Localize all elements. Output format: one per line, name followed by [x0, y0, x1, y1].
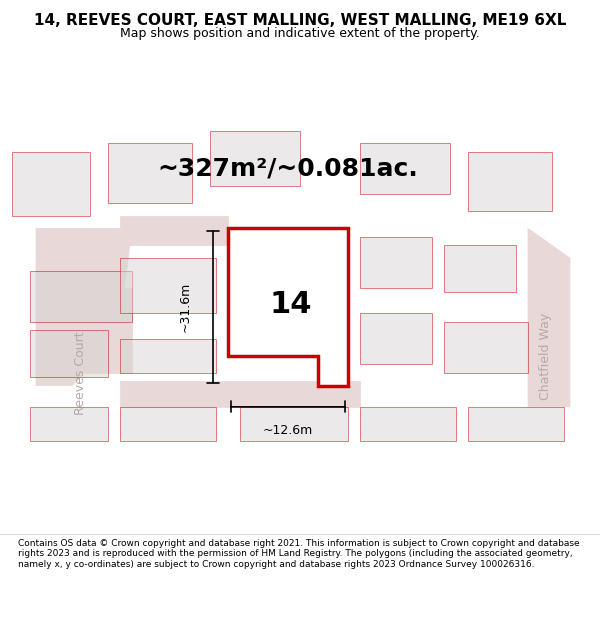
Polygon shape: [360, 313, 432, 364]
Polygon shape: [468, 152, 552, 211]
Polygon shape: [120, 407, 216, 441]
Polygon shape: [210, 131, 300, 186]
Text: Contains OS data © Crown copyright and database right 2021. This information is : Contains OS data © Crown copyright and d…: [18, 539, 580, 569]
Polygon shape: [120, 339, 216, 373]
Polygon shape: [240, 407, 348, 441]
Polygon shape: [360, 143, 450, 194]
Polygon shape: [30, 407, 108, 441]
Polygon shape: [360, 237, 432, 288]
Text: Map shows position and indicative extent of the property.: Map shows position and indicative extent…: [120, 27, 480, 40]
Text: ~327m²/~0.081ac.: ~327m²/~0.081ac.: [158, 157, 418, 181]
Polygon shape: [120, 258, 216, 313]
Polygon shape: [12, 152, 90, 216]
Polygon shape: [84, 288, 132, 373]
Polygon shape: [30, 331, 108, 377]
Polygon shape: [228, 228, 348, 386]
Polygon shape: [360, 407, 456, 441]
Polygon shape: [120, 381, 228, 407]
Text: 14: 14: [269, 291, 311, 319]
Polygon shape: [444, 246, 516, 292]
Text: ~31.6m: ~31.6m: [179, 282, 192, 332]
Polygon shape: [228, 381, 360, 407]
Polygon shape: [36, 228, 132, 386]
Polygon shape: [444, 322, 528, 373]
Text: ~12.6m: ~12.6m: [263, 424, 313, 437]
Polygon shape: [528, 228, 570, 407]
Polygon shape: [30, 271, 132, 322]
Polygon shape: [468, 407, 564, 441]
Text: Reeves Court: Reeves Court: [74, 331, 88, 415]
Polygon shape: [120, 216, 228, 246]
Text: Chatfield Way: Chatfield Way: [539, 312, 553, 399]
Polygon shape: [108, 143, 192, 203]
Text: 14, REEVES COURT, EAST MALLING, WEST MALLING, ME19 6XL: 14, REEVES COURT, EAST MALLING, WEST MAL…: [34, 13, 566, 28]
